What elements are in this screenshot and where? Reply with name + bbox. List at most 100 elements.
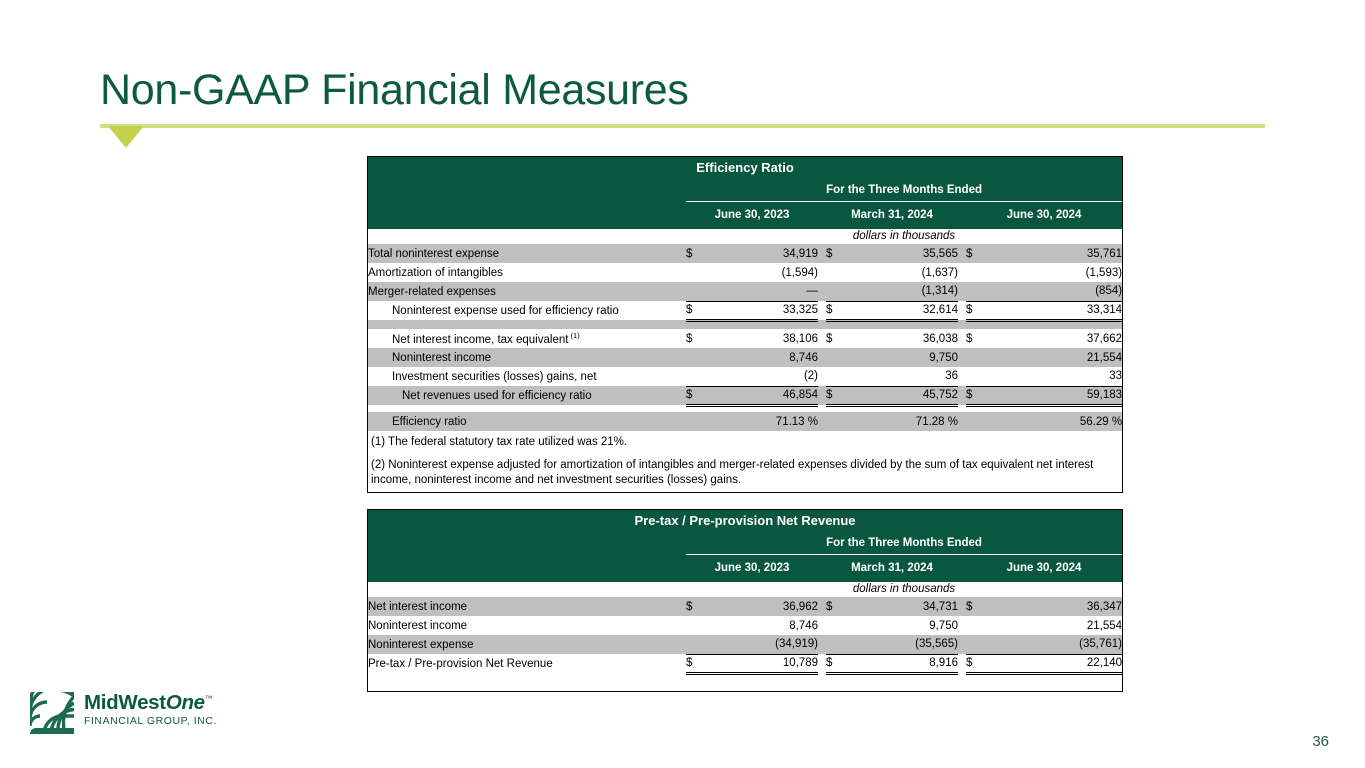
- column-gap: [958, 244, 966, 263]
- efficiency-value-3-0: 33,325: [708, 300, 818, 322]
- table-row: Net interest income $36,962 $34,731 $36,347: [368, 597, 1123, 616]
- efficiency-currency-2-2: [966, 282, 988, 301]
- midwestone-swoosh-icon: [30, 692, 74, 734]
- ptpp-currency-2-1: [826, 635, 848, 654]
- table-row: Efficiency ratio 71.13 % 71.28 % 56.29 %: [368, 412, 1123, 431]
- logo-wordmark: MidWestOne™ FINANCIAL GROUP, INC.: [84, 692, 217, 727]
- ptpp-currency-2-0: [686, 635, 708, 654]
- ptpp-currency-0-0: $: [686, 597, 708, 616]
- efficiency-banner-label: Efficiency Ratio: [368, 157, 1123, 180]
- column-gap: [958, 329, 966, 348]
- efficiency-currency-8-2: [966, 412, 988, 431]
- column-gap: [818, 412, 826, 431]
- logo-name-italic: One: [165, 691, 205, 714]
- spacer-cell: [368, 405, 1123, 412]
- ptpp-row-label-2: Noninterest expense: [368, 635, 686, 654]
- logo-subtitle: FINANCIAL GROUP, INC.: [84, 714, 217, 727]
- ptpp-currency-1-2: [966, 616, 988, 635]
- ptpp-row-label-0: Net interest income: [368, 597, 686, 616]
- efficiency-value-6-1: 36: [848, 367, 958, 386]
- efficiency-value-4-1: 36,038: [848, 329, 958, 348]
- column-gap: [958, 554, 966, 582]
- ptpp-currency-3-0: $: [686, 653, 708, 675]
- column-gap: [958, 597, 966, 616]
- column-gap: [818, 654, 826, 673]
- efficiency-currency-1-0: [686, 263, 708, 282]
- column-gap: [958, 386, 966, 405]
- section-spacer-row: [368, 405, 1123, 412]
- efficiency-currency-8-0: [686, 412, 708, 431]
- ptpp-col-header-1: March 31, 2024: [826, 554, 958, 582]
- column-gap: [958, 301, 966, 320]
- efficiency-currency-2-0: [686, 282, 708, 301]
- column-gap: [818, 635, 826, 654]
- ptpp-currency-2-2: [966, 635, 988, 654]
- efficiency-value-0-1: 35,565: [848, 244, 958, 263]
- title-underline-rule: [100, 124, 1265, 128]
- ptpp-value-2-0: (34,919): [708, 635, 818, 654]
- efficiency-col-header-2: June 30, 2024: [966, 201, 1123, 229]
- efficiency-col-header-0: June 30, 2023: [686, 201, 818, 229]
- ptpp-value-1-1: 9,750: [848, 616, 958, 635]
- ptpp-column-header-row: June 30, 2023 March 31, 2024 June 30, 20…: [368, 554, 1123, 582]
- efficiency-rows-body: Total noninterest expense $34,919 $35,565 $…: [368, 244, 1123, 431]
- efficiency-currency-7-2: $: [966, 385, 988, 407]
- efficiency-value-7-2: 59,183: [988, 385, 1123, 407]
- efficiency-value-8-1: 71.28 %: [848, 412, 958, 431]
- efficiency-value-2-1: (1,314): [848, 282, 958, 301]
- efficiency-value-3-1: 32,614: [848, 300, 958, 322]
- efficiency-currency-2-1: [826, 282, 848, 301]
- company-logo: MidWestOne™ FINANCIAL GROUP, INC.: [30, 690, 245, 736]
- spacer-cell: [368, 229, 686, 244]
- column-gap: [958, 263, 966, 282]
- efficiency-row-label-8: Efficiency ratio: [368, 412, 686, 431]
- efficiency-value-4-0: 38,106: [708, 329, 818, 348]
- efficiency-value-5-2: 21,554: [988, 348, 1123, 367]
- column-gap: [958, 367, 966, 386]
- efficiency-currency-4-2: $: [966, 329, 988, 348]
- table-row: Noninterest expense used for efficiency …: [368, 300, 1123, 322]
- efficiency-currency-4-0: $: [686, 329, 708, 348]
- ptpp-banner-row: Pre-tax / Pre-provision Net Revenue: [368, 510, 1123, 533]
- efficiency-banner-row: Efficiency Ratio: [368, 157, 1123, 180]
- section-spacer-row: [368, 320, 1123, 329]
- ptpp-value-2-2: (35,761): [988, 635, 1123, 654]
- ptpp-currency-0-1: $: [826, 597, 848, 616]
- efficiency-currency-0-0: $: [686, 244, 708, 263]
- ptpp-value-0-2: 36,347: [988, 597, 1123, 616]
- column-gap: [818, 263, 826, 282]
- spacer-cell: [368, 673, 1123, 691]
- page-number: 36: [1312, 733, 1329, 750]
- efficiency-currency-7-0: $: [686, 385, 708, 407]
- efficiency-row-label-3: Noninterest expense used for efficiency …: [368, 301, 686, 320]
- ptpp-row-label-1: Noninterest income: [368, 616, 686, 635]
- efficiency-currency-3-1: $: [826, 300, 848, 322]
- efficiency-value-6-0: (2): [708, 367, 818, 386]
- column-gap: [958, 635, 966, 654]
- ptpp-value-1-0: 8,746: [708, 616, 818, 635]
- efficiency-value-1-1: (1,637): [848, 263, 958, 282]
- footnote-row: (1) The federal statutory tax rate utili…: [368, 431, 1123, 454]
- column-gap: [958, 616, 966, 635]
- footnote-text-1: (2) Noninterest expense adjusted for amo…: [368, 453, 1123, 492]
- ptpp-currency-0-2: $: [966, 597, 988, 616]
- table-row: Noninterest income 8,746 9,750 21,554: [368, 348, 1123, 367]
- ptpp-col-header-0: June 30, 2023: [686, 554, 818, 582]
- logo-trademark-icon: ™: [204, 694, 213, 704]
- efficiency-currency-5-0: [686, 348, 708, 367]
- efficiency-column-header-row: June 30, 2023 March 31, 2024 June 30, 20…: [368, 201, 1123, 229]
- efficiency-currency-5-2: [966, 348, 988, 367]
- efficiency-currency-0-2: $: [966, 244, 988, 263]
- efficiency-currency-4-1: $: [826, 329, 848, 348]
- efficiency-currency-3-0: $: [686, 300, 708, 322]
- efficiency-currency-3-2: $: [966, 300, 988, 322]
- column-gap: [818, 329, 826, 348]
- efficiency-period-header-row: For the Three Months Ended: [368, 180, 1123, 202]
- efficiency-row-label-7: Net revenues used for efficiency ratio: [368, 386, 686, 405]
- efficiency-currency-5-1: [826, 348, 848, 367]
- column-gap: [818, 386, 826, 405]
- efficiency-value-7-1: 45,752: [848, 385, 958, 407]
- ptpp-value-0-1: 34,731: [848, 597, 958, 616]
- pretax-preprovision-table: Pre-tax / Pre-provision Net Revenue For …: [367, 509, 1123, 692]
